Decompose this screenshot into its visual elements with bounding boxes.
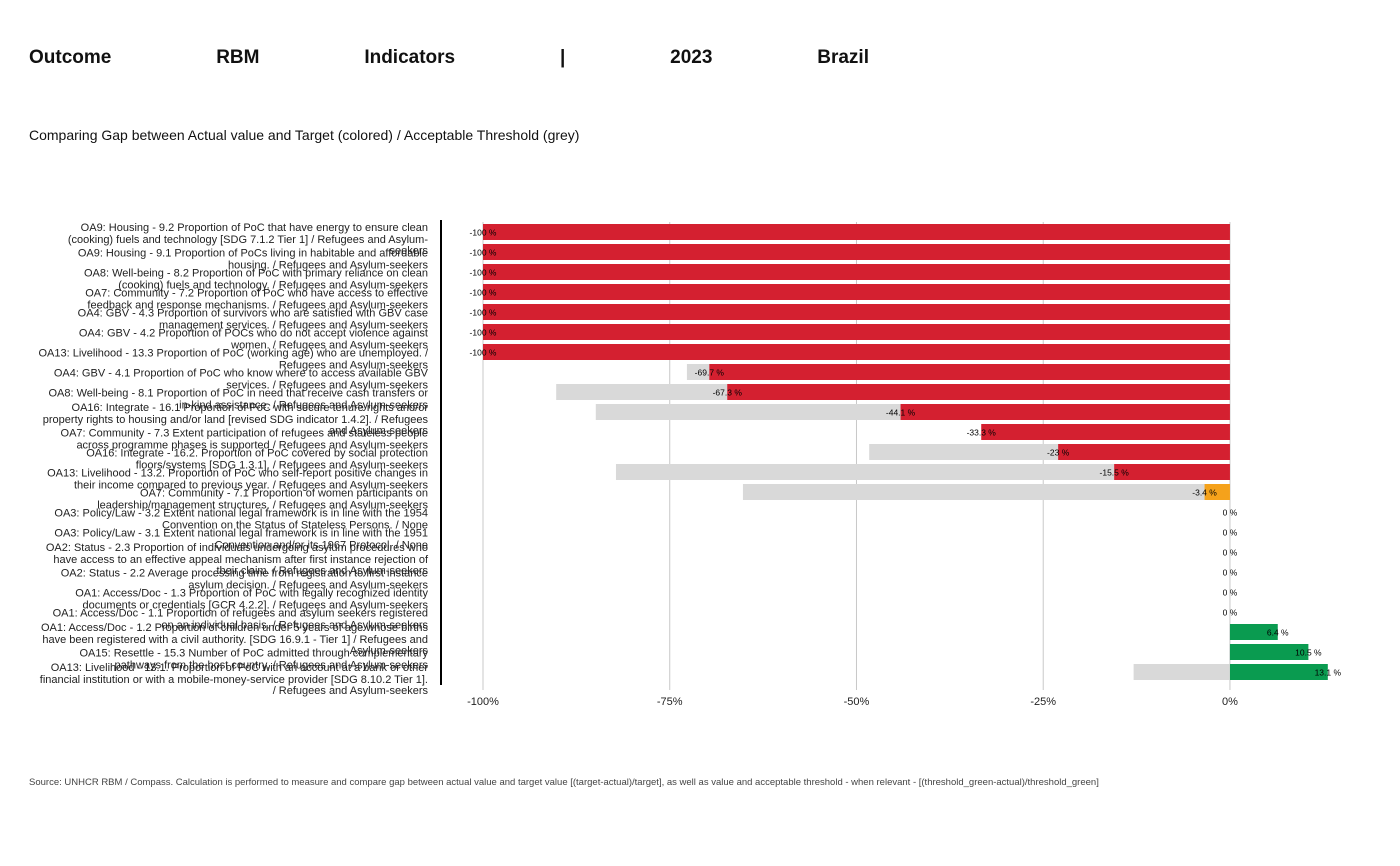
chart-subtitle: Comparing Gap between Actual value and T… bbox=[29, 127, 580, 143]
value-label: -23 % bbox=[1047, 447, 1070, 457]
category-label: OA16: Integrate - 16.1 Proportion of PoC… bbox=[42, 401, 428, 437]
category-label: OA3: Policy/Law - 3.2 Extent national le… bbox=[54, 507, 428, 531]
value-label: 0 % bbox=[1223, 607, 1238, 617]
category-label: OA8: Well-being - 8.1 Proportion of PoC … bbox=[48, 387, 429, 411]
value-label: -69.7 % bbox=[695, 367, 725, 377]
bar bbox=[483, 324, 1230, 340]
x-tick-label: -75% bbox=[657, 696, 683, 708]
value-label: -3.4 % bbox=[1192, 487, 1217, 497]
category-label: OA9: Housing - 9.2 Proportion of PoC tha… bbox=[67, 221, 428, 257]
value-label: -100 % bbox=[470, 247, 497, 257]
category-label: OA4: GBV - 4.3 Proportion of survivors w… bbox=[77, 307, 428, 331]
category-label: OA13: Livelihood - 13.3 Proportion of Po… bbox=[38, 347, 429, 371]
bar bbox=[1204, 484, 1230, 500]
value-label: -15.5 % bbox=[1100, 467, 1130, 477]
category-label: OA3: Policy/Law - 3.1 Extent national le… bbox=[54, 527, 428, 551]
source-note: Source: UNHCR RBM / Compass. Calculation… bbox=[29, 777, 1099, 788]
category-label: OA1: Access/Doc - 1.2 Proportion of chil… bbox=[40, 621, 428, 657]
bar bbox=[483, 284, 1230, 300]
value-label: -44.1 % bbox=[886, 407, 916, 417]
value-label: -100 % bbox=[470, 287, 497, 297]
chart-title: Outcome RBM Indicators | 2023 Brazil bbox=[29, 47, 869, 68]
category-label: OA15: Resettle - 15.3 Number of PoC admi… bbox=[79, 647, 428, 671]
value-label: 10.5 % bbox=[1295, 647, 1322, 657]
category-label: OA2: Status - 2.2 Average processing tim… bbox=[60, 567, 428, 591]
x-tick-label: 0% bbox=[1222, 696, 1238, 708]
bar bbox=[483, 264, 1230, 280]
value-label: 0 % bbox=[1223, 527, 1238, 537]
category-label: OA13: Livelihood - 13.1. Proportion of P… bbox=[39, 661, 428, 697]
bar bbox=[1058, 444, 1230, 460]
value-label: -67.3 % bbox=[713, 387, 743, 397]
bar bbox=[1114, 464, 1230, 480]
category-label: OA8: Well-being - 8.2 Proportion of PoC … bbox=[83, 267, 428, 291]
value-label: -100 % bbox=[470, 227, 497, 237]
category-label: OA7: Community - 7.1 Proportion of women… bbox=[97, 487, 428, 511]
value-label: -100 % bbox=[470, 267, 497, 277]
x-tick-label: -25% bbox=[1030, 696, 1056, 708]
bar bbox=[1229, 664, 1328, 680]
bar bbox=[900, 404, 1230, 420]
bar bbox=[727, 384, 1230, 400]
value-label: 0 % bbox=[1223, 567, 1238, 577]
bar bbox=[483, 344, 1230, 360]
value-label: -33.3 % bbox=[967, 427, 997, 437]
value-label: -100 % bbox=[470, 327, 497, 337]
x-tick-label: -100% bbox=[467, 696, 499, 708]
value-label: 0 % bbox=[1223, 507, 1238, 517]
category-label: OA1: Access/Doc - 1.1 Proportion of refu… bbox=[52, 607, 428, 631]
category-label: OA16: Integrate - 16.2. Proportion of Po… bbox=[86, 447, 428, 471]
category-label: OA2: Status - 2.3 Proportion of individu… bbox=[45, 541, 428, 577]
bar bbox=[1229, 624, 1278, 640]
threshold-bar bbox=[742, 484, 1230, 500]
value-label: -100 % bbox=[470, 347, 497, 357]
category-label: OA4: GBV - 4.2 Proportion of POCs who do… bbox=[78, 327, 428, 351]
bar bbox=[483, 304, 1230, 320]
threshold-bar bbox=[615, 464, 1230, 480]
bar bbox=[483, 224, 1230, 240]
value-label: 13.1 % bbox=[1315, 667, 1342, 677]
value-label: 0 % bbox=[1223, 547, 1238, 557]
value-label: 6.4 % bbox=[1267, 627, 1289, 637]
category-label: OA13: Livelihood - 13.2. Proportion of P… bbox=[47, 467, 428, 491]
category-label: OA9: Housing - 9.1 Proportion of PoCs li… bbox=[77, 247, 428, 271]
x-tick-label: -50% bbox=[844, 696, 870, 708]
category-label: OA7: Community - 7.2 Proportion of PoC w… bbox=[85, 287, 428, 311]
category-label: OA1: Access/Doc - 1.3 Proportion of PoC … bbox=[75, 587, 428, 611]
value-label: 0 % bbox=[1223, 587, 1238, 597]
bar bbox=[981, 424, 1230, 440]
category-label: OA7: Community - 7.3 Extent participatio… bbox=[60, 427, 428, 451]
bar bbox=[483, 244, 1230, 260]
threshold-bar bbox=[1133, 664, 1230, 680]
bar bbox=[709, 364, 1230, 380]
category-label: OA4: GBV - 4.1 Proportion of PoC who kno… bbox=[53, 367, 428, 391]
value-label: -100 % bbox=[470, 307, 497, 317]
bar bbox=[1229, 644, 1309, 660]
